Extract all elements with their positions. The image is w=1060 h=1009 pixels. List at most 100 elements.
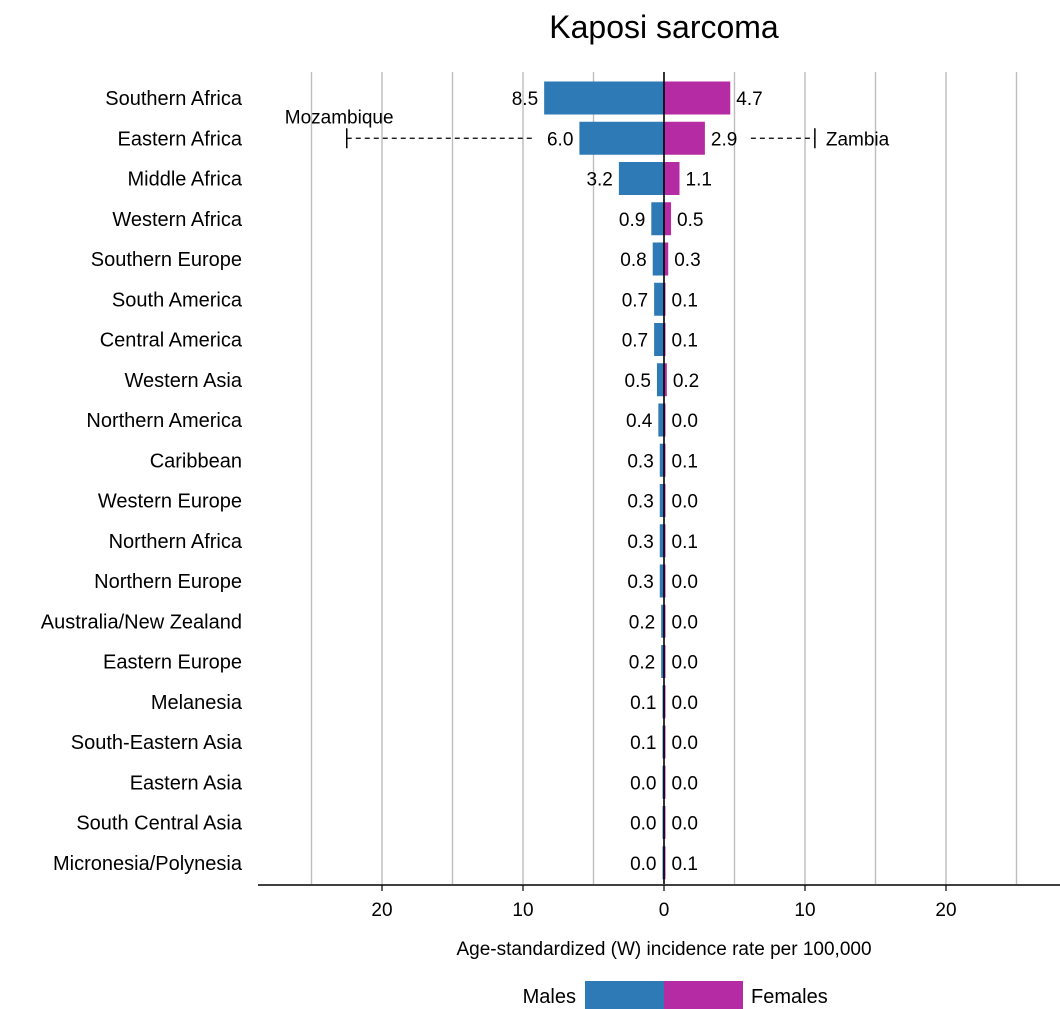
data-label-females: 0.1: [672, 532, 698, 553]
data-label-males: 0.4: [626, 411, 653, 432]
data-label-females: 0.0: [672, 411, 698, 432]
annotation-label-females: Zambia: [826, 129, 890, 150]
bar-males: [661, 645, 664, 678]
bar-males: [659, 524, 664, 558]
x-tick-label: 20: [935, 900, 956, 921]
data-label-females: 0.1: [672, 854, 698, 875]
category-label: Central America: [100, 330, 243, 352]
bar-males: [658, 403, 664, 437]
bar-males: [656, 363, 664, 397]
bar-males: [651, 202, 664, 236]
data-label-males: 0.0: [630, 814, 656, 835]
category-label: Australia/New Zealand: [41, 611, 242, 633]
category-label: Northern America: [86, 410, 242, 432]
category-labels: Southern Africa Eastern Africa Middle Afri…: [41, 88, 243, 875]
bar-males: [544, 81, 664, 115]
bar-males: [579, 121, 664, 155]
category-label: Melanesia: [151, 692, 243, 714]
bar-males: [661, 604, 664, 638]
legend-swatch-females: [664, 981, 743, 1009]
data-label-males: 0.1: [630, 693, 656, 714]
data-label-females: 0.0: [672, 814, 698, 835]
x-tick-label: 0: [659, 900, 670, 921]
category-label: South-Eastern Asia: [71, 732, 243, 754]
x-tick-label: 20: [371, 900, 392, 921]
data-label-males: 0.3: [627, 572, 653, 593]
data-label-males: 0.3: [627, 532, 653, 553]
data-label-males: 0.1: [630, 733, 656, 754]
data-label-males: 0.2: [629, 612, 655, 633]
category-label: Micronesia/Polynesia: [53, 853, 243, 875]
data-label-males: 6.0: [547, 129, 573, 150]
category-label: Northern Europe: [94, 571, 242, 593]
category-label: South Central Asia: [76, 813, 243, 835]
legend: Males Females: [523, 981, 828, 1009]
bar-females: [664, 242, 669, 276]
category-label: South America: [112, 289, 243, 311]
data-label-males: 0.0: [630, 773, 656, 794]
bar-males: [659, 564, 664, 598]
annotations: Mozambique Zambia: [285, 107, 890, 150]
data-label-males: 0.5: [625, 371, 651, 392]
data-label-males: 3.2: [586, 170, 612, 191]
x-axis-label: Age-standardized (W) incidence rate per …: [456, 939, 871, 960]
data-label-females: 0.0: [672, 653, 698, 674]
category-label: Western Africa: [112, 209, 243, 231]
category-label: Eastern Europe: [103, 652, 242, 674]
legend-label-females: Females: [751, 986, 828, 1008]
data-label-females: 0.1: [672, 451, 698, 472]
legend-swatch-males: [585, 981, 664, 1009]
bar-males: [654, 323, 664, 356]
category-label: Middle Africa: [128, 169, 243, 191]
data-label-females: 4.7: [736, 89, 762, 110]
chart-title: Kaposi sarcoma: [549, 9, 779, 45]
x-tick-label: 10: [794, 900, 815, 921]
x-tick-label: 10: [512, 900, 533, 921]
data-label-males: 0.2: [629, 653, 655, 674]
bar-females: [664, 202, 672, 236]
category-label: Eastern Asia: [130, 772, 243, 794]
bars: 8.5 4.7 6.0 2.9 3.2 1.1 0.9 0.5 0.8 0.3 0.7 0.1 0.7 0…: [512, 81, 763, 880]
bar-males: [654, 282, 664, 316]
category-label: Eastern Africa: [117, 128, 242, 150]
legend-label-males: Males: [523, 986, 576, 1008]
category-label: Southern Europe: [91, 249, 242, 271]
bar-males: [618, 162, 664, 195]
data-label-females: 0.0: [672, 693, 698, 714]
category-label: Western Asia: [125, 370, 243, 392]
bar-males: [652, 242, 664, 276]
annotation-label-males: Mozambique: [285, 107, 394, 128]
gridlines: [310, 72, 1018, 884]
data-label-females: 0.3: [674, 250, 700, 271]
bar-females: [664, 121, 705, 155]
data-label-females: 0.1: [672, 290, 698, 311]
data-label-females: 0.5: [677, 210, 703, 231]
bar-males: [659, 443, 664, 477]
data-label-females: 0.2: [673, 371, 699, 392]
data-label-females: 0.0: [672, 612, 698, 633]
category-label: Western Europe: [98, 491, 242, 513]
data-label-males: 0.7: [622, 290, 648, 311]
bar-females: [664, 81, 731, 115]
data-label-males: 0.0: [630, 854, 656, 875]
data-label-males: 0.3: [627, 492, 653, 513]
bar-females: [664, 363, 667, 397]
category-label: Caribbean: [150, 450, 242, 472]
data-label-females: 1.1: [686, 170, 712, 191]
data-label-females: 0.0: [672, 492, 698, 513]
data-label-females: 2.9: [711, 129, 737, 150]
data-label-males: 0.7: [622, 331, 648, 352]
data-label-females: 0.0: [672, 733, 698, 754]
bar-males: [659, 484, 664, 517]
bar-females: [664, 162, 680, 195]
x-axis-ticks: 20 10 0 10 20: [371, 885, 957, 921]
category-label: Southern Africa: [105, 88, 243, 110]
data-label-females: 0.0: [672, 572, 698, 593]
category-label: Northern Africa: [109, 531, 243, 553]
data-label-males: 0.8: [620, 250, 646, 271]
data-label-females: 0.0: [672, 773, 698, 794]
data-label-males: 8.5: [512, 89, 538, 110]
data-label-females: 0.1: [672, 331, 698, 352]
data-label-males: 0.3: [627, 451, 653, 472]
